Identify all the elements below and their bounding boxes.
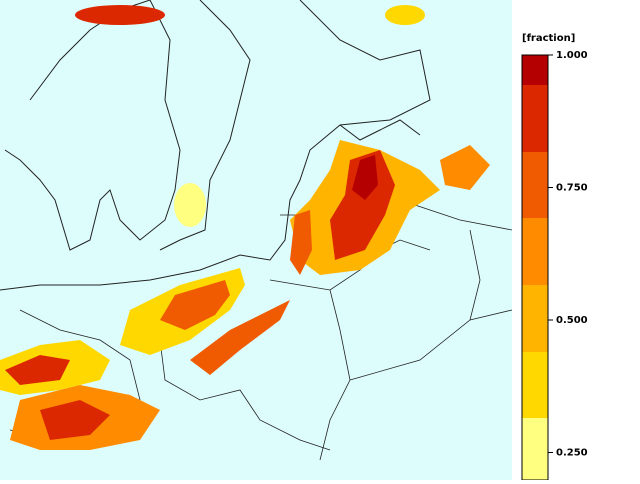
colorbar-tick-label: 0.250 (556, 448, 588, 459)
colorbar-title: [fraction] (522, 33, 575, 44)
colorbar-band (522, 152, 548, 218)
colorbar-band (522, 285, 548, 352)
colorbar-band (522, 418, 548, 480)
colorbar-band (522, 85, 548, 152)
colorbar-band (522, 55, 548, 85)
coastlines (0, 0, 431, 291)
precipitation (0, 5, 490, 450)
colorbar-band (522, 352, 548, 418)
colorbar-tick-label: 1.000 (556, 50, 588, 61)
colorbar-tick-label: 0.500 (556, 315, 588, 326)
colorbar-band (522, 218, 548, 285)
colorbar-tick-label: 0.750 (556, 183, 588, 194)
colorbar: [fraction] 1.000 0.750 0.500 0.250 (521, 33, 588, 481)
